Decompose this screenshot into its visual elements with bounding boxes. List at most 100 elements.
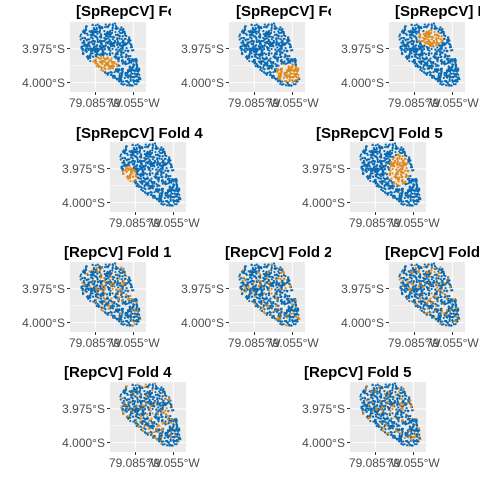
train-point (406, 41, 409, 44)
train-point (435, 77, 438, 80)
train-point (128, 309, 131, 313)
train-point (246, 288, 249, 292)
test-point (102, 279, 106, 283)
train-point (123, 163, 126, 166)
train-point (136, 164, 139, 167)
train-point (402, 32, 406, 35)
y-tick-mark (347, 202, 350, 204)
train-point (292, 323, 295, 326)
train-point (156, 190, 160, 193)
train-point (118, 274, 121, 277)
test-point (295, 315, 298, 318)
train-point (98, 29, 102, 32)
train-point (426, 64, 429, 67)
train-point (116, 58, 119, 61)
test-point (287, 65, 290, 68)
train-point (131, 72, 134, 75)
train-point (384, 143, 387, 146)
train-point (419, 68, 422, 71)
train-point (98, 48, 101, 51)
train-point (163, 196, 166, 200)
scatter-panel (389, 262, 465, 332)
train-point (449, 68, 452, 72)
train-point (409, 198, 412, 201)
train-point (406, 48, 409, 52)
train-point (263, 298, 266, 301)
train-point (137, 318, 140, 321)
train-point (379, 153, 383, 156)
train-point (121, 62, 124, 65)
train-point (116, 282, 119, 285)
test-point (281, 270, 284, 273)
train-point (399, 45, 402, 48)
train-point (281, 51, 284, 54)
test-point (244, 287, 247, 290)
train-point (394, 150, 397, 154)
train-point (91, 289, 94, 292)
train-point (294, 63, 297, 67)
train-point (263, 285, 266, 288)
test-point (100, 66, 104, 69)
train-point (99, 267, 102, 270)
train-point (262, 67, 265, 70)
train-point (124, 60, 127, 63)
y-tick-label: 3.975°S (181, 41, 224, 56)
train-point (289, 49, 293, 52)
train-point (449, 84, 453, 87)
test-point (107, 60, 110, 64)
train-point (169, 166, 173, 169)
train-point (244, 47, 247, 50)
train-point (96, 284, 99, 287)
train-point (394, 147, 398, 150)
train-point (161, 163, 165, 167)
train-point (365, 163, 369, 166)
train-point (273, 27, 277, 30)
test-point (108, 59, 111, 62)
x-tick-label: 79.055°W (106, 336, 160, 350)
train-point (408, 59, 411, 63)
test-point (101, 69, 105, 72)
train-point (129, 67, 132, 70)
train-point (412, 40, 415, 43)
train-point (383, 168, 387, 171)
train-point (269, 297, 272, 300)
train-point (129, 286, 133, 289)
train-point (162, 159, 165, 162)
train-point (456, 80, 459, 83)
train-point (430, 67, 433, 70)
train-point (274, 288, 277, 291)
train-point (85, 283, 89, 286)
train-point (431, 65, 435, 68)
train-point (175, 193, 179, 196)
train-point (118, 317, 121, 320)
train-point (437, 79, 440, 82)
train-point (390, 191, 393, 194)
panel-title: [SpRepCV] Fold 5 (316, 125, 443, 142)
train-point (398, 38, 401, 41)
train-point (249, 49, 252, 52)
train-point (96, 41, 99, 44)
train-point (257, 60, 260, 63)
train-point (436, 300, 439, 303)
x-tick-mark (172, 212, 174, 215)
train-point (102, 39, 106, 43)
test-point (288, 78, 291, 81)
train-point (255, 263, 258, 266)
train-point (111, 23, 114, 26)
train-point (362, 149, 365, 152)
train-point (270, 307, 273, 310)
train-point (262, 33, 265, 36)
train-point (255, 41, 258, 44)
train-point (403, 45, 406, 48)
train-point (252, 40, 255, 43)
train-point (409, 166, 413, 169)
test-point (277, 77, 280, 80)
train-point (268, 41, 272, 44)
test-point (393, 159, 396, 162)
y-tick-label: 3.975°S (341, 41, 384, 56)
train-point (451, 320, 454, 324)
test-point (282, 277, 285, 280)
train-point (175, 181, 178, 184)
train-point (281, 279, 284, 282)
train-point (376, 164, 379, 167)
